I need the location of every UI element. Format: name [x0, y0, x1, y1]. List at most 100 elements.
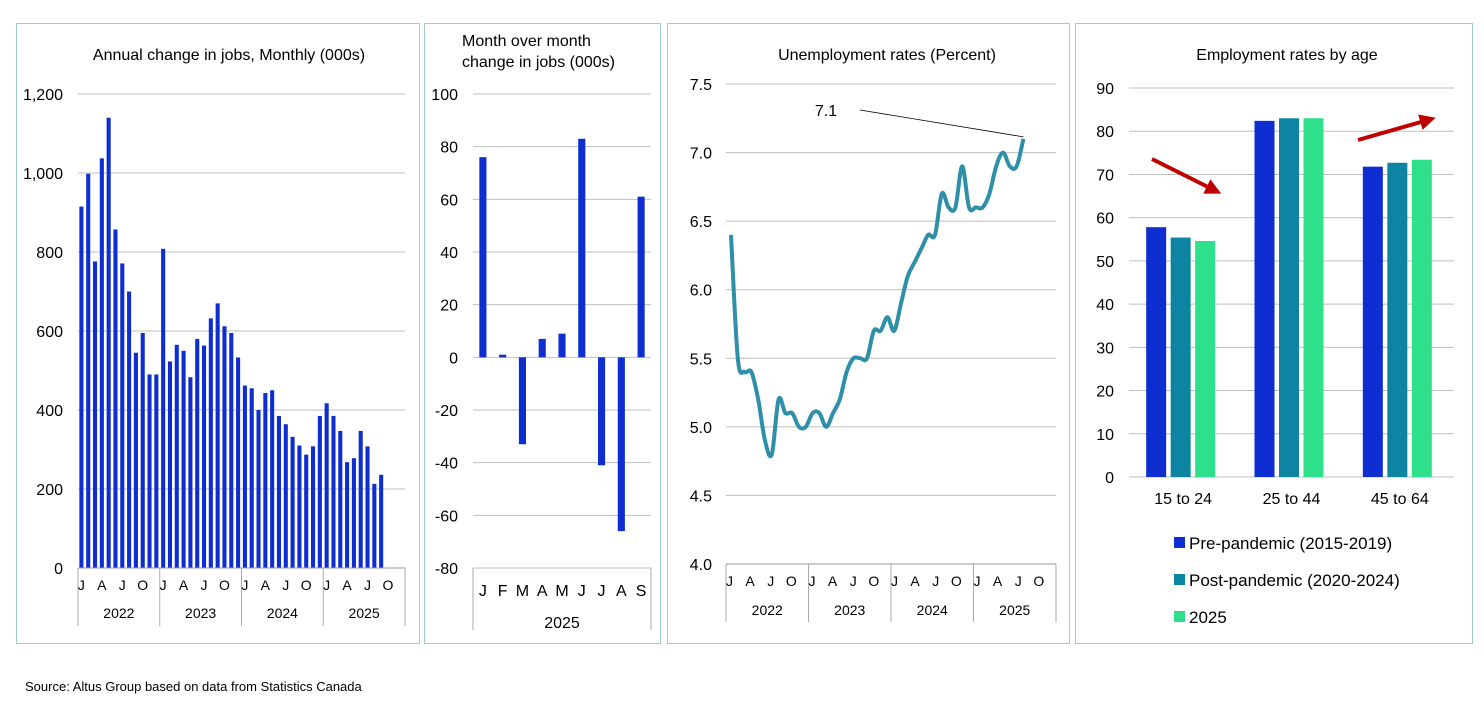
month-label: J	[891, 573, 898, 589]
y-tick-label: -60	[435, 508, 458, 525]
month-label: J	[479, 583, 487, 600]
bar	[133, 352, 138, 568]
chart-title: Annual change in jobs, Monthly (000s)	[93, 47, 365, 64]
month-label: J	[726, 573, 733, 589]
bar	[637, 196, 645, 358]
month-label: J	[578, 583, 586, 600]
month-label: M	[555, 583, 568, 600]
month-label: J	[282, 577, 289, 593]
bar	[215, 303, 220, 568]
bar	[147, 374, 152, 568]
y-tick-label: 20	[1096, 384, 1114, 401]
bar	[140, 332, 145, 568]
bar	[276, 415, 282, 568]
y-tick-label: 200	[36, 482, 63, 499]
bar	[345, 462, 350, 568]
bar	[92, 261, 98, 568]
bar	[201, 345, 207, 568]
y-tick-label: 20	[440, 298, 458, 315]
y-tick-label: 80	[440, 140, 458, 157]
category-label: 45 to 64	[1371, 491, 1429, 508]
month-label: O	[951, 573, 962, 589]
y-tick-label: 40	[440, 245, 458, 262]
bar	[1411, 159, 1432, 477]
legend-label: 2025	[1189, 608, 1227, 627]
bar	[188, 377, 193, 568]
month-label: J	[767, 573, 774, 589]
unemployment-rates-panel: Unemployment rates (Percent) 4.0 4.5 5.0 5.5…	[667, 23, 1070, 644]
y-tick-label: 4.0	[690, 557, 712, 574]
y-tick-label: 80	[1096, 124, 1114, 141]
y-tick-label: 4.5	[690, 488, 712, 505]
bar	[167, 361, 173, 568]
bar	[222, 326, 227, 568]
month-label: A	[179, 577, 189, 593]
bar	[1195, 241, 1216, 477]
year-label: 2024	[267, 605, 298, 621]
chart-svg: Annual change in jobs, Monthly (000s) 0 20…	[23, 47, 406, 626]
bar	[317, 415, 322, 568]
month-label: O	[1033, 573, 1044, 589]
bar	[304, 454, 309, 568]
y-tick-label: 1,200	[23, 87, 63, 104]
y-tick-label: 60	[1096, 211, 1114, 228]
month-label: M	[516, 583, 529, 600]
bar	[270, 390, 275, 568]
bar	[617, 357, 625, 532]
year-label: 2022	[752, 602, 783, 618]
y-tick-label: 1,000	[23, 166, 63, 183]
chart-title: Unemployment rates (Percent)	[778, 47, 996, 64]
month-label: J	[973, 573, 980, 589]
bar	[310, 446, 316, 568]
month-label: J	[201, 577, 208, 593]
year-label: 2022	[103, 605, 134, 621]
chart-svg: Month over month change in jobs (000s) -80…	[431, 33, 652, 632]
month-label: J	[598, 583, 606, 600]
month-label: A	[342, 577, 352, 593]
year-label: 2025	[544, 615, 580, 632]
y-tick-label: 5.0	[690, 420, 712, 437]
y-tick-label: 50	[1096, 254, 1114, 271]
bar	[297, 445, 302, 568]
y-tick-label: 6.0	[690, 283, 712, 300]
month-label: S	[636, 583, 647, 600]
y-tick-label: 40	[1096, 297, 1114, 314]
year-label: 2024	[917, 602, 948, 618]
bar	[290, 436, 295, 568]
annotation-label: 7.1	[815, 103, 837, 120]
y-tick-label: 5.5	[690, 351, 712, 368]
legend-label: Pre-pandemic (2015-2019)	[1189, 534, 1392, 553]
chart-title-line2: change in jobs (000s)	[462, 54, 615, 71]
month-over-month-panel: Month over month change in jobs (000s) -80…	[424, 23, 661, 644]
category-label: 25 to 44	[1263, 491, 1321, 508]
bar	[161, 248, 166, 568]
trend-down-arrow	[1151, 157, 1222, 194]
y-tick-label: 90	[1096, 81, 1114, 98]
bar	[127, 291, 132, 568]
bar	[597, 357, 606, 466]
y-tick-label: 30	[1096, 340, 1114, 357]
y-tick-label: 600	[36, 324, 63, 341]
month-label: J	[850, 573, 857, 589]
month-label: J	[932, 573, 939, 589]
bar	[99, 158, 104, 568]
bar	[1254, 120, 1275, 478]
annual-change-panel: Annual change in jobs, Monthly (000s) 0 20…	[16, 23, 420, 644]
bar	[1146, 227, 1167, 477]
y-tick-label: 70	[1096, 167, 1114, 184]
bar	[256, 410, 261, 568]
month-label: J	[364, 577, 371, 593]
y-tick-label: 10	[1096, 427, 1114, 444]
y-tick-label: 800	[36, 245, 63, 262]
bar	[499, 354, 507, 358]
month-label: O	[137, 577, 148, 593]
month-label: J	[323, 577, 330, 593]
bar	[174, 344, 179, 568]
month-label: A	[537, 583, 548, 600]
bar	[538, 338, 546, 358]
bar	[1279, 118, 1299, 477]
bar	[479, 157, 487, 358]
bar	[229, 332, 234, 568]
unemployment-line	[729, 138, 1026, 459]
category-label: 15 to 24	[1154, 491, 1212, 508]
